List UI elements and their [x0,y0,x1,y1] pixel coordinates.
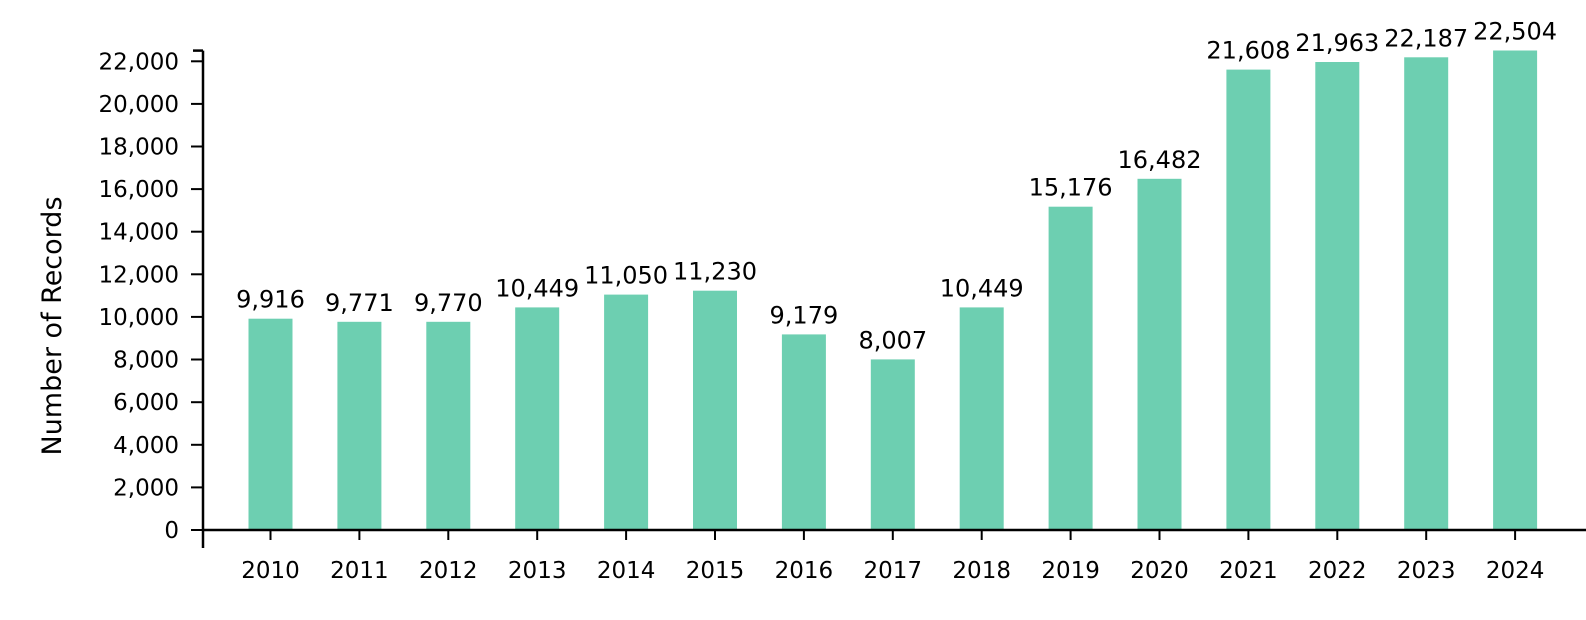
x-tick-label-2018: 2018 [952,558,1011,584]
x-tick-label-2017: 2017 [864,558,923,584]
x-axis: 2010 2011 2012 2013 2014 2015 2016 2017 2018 2019… [201,528,1586,584]
x-tick-label-2015: 2015 [686,558,745,584]
bar-2015 [693,290,737,530]
bar-2021 [1226,69,1271,530]
bar-2023 [1404,57,1449,531]
x-tick-label-2011: 2011 [330,558,389,584]
x-tick-label-2014: 2014 [597,558,656,584]
x-tick-label-2023: 2023 [1397,558,1456,584]
y-tick-label-20000: 20,000 [99,92,179,118]
y-tick-label-16000: 16,000 [99,177,179,203]
y-tick-label-0: 0 [164,518,179,544]
y-tick-label-18000: 18,000 [99,135,179,161]
bar-2010 [248,318,293,530]
bar-2017 [870,359,915,530]
data-label-2016: 9,179 [770,301,839,329]
bar-2020 [1137,178,1182,531]
x-tick-label-2024: 2024 [1486,558,1545,584]
y-tick-label-8000: 8,000 [113,348,179,374]
bar-2012 [426,321,471,530]
data-label-2011: 9,771 [325,289,394,317]
x-tick-label-2019: 2019 [1041,558,1100,584]
y-tick-label-22000: 22,000 [99,49,179,75]
data-label-2015: 11,230 [673,258,757,286]
bar-2024 [1493,50,1538,530]
x-tick-label-2021: 2021 [1219,558,1278,584]
y-axis: 0 2,000 4,000 6,000 8,000 10,000 12,000 14,000 1… [99,49,205,544]
data-label-2012: 9,770 [414,289,483,317]
bar-2016 [781,334,826,530]
data-label-2021: 21,608 [1206,37,1290,65]
bar-2011 [337,321,382,530]
bar-2014 [604,294,649,530]
y-tick-label-10000: 10,000 [99,305,179,331]
data-label-2013: 10,449 [495,274,579,302]
y-tick-label-14000: 14,000 [99,220,179,246]
data-label-2010: 9,916 [236,286,305,314]
y-tick-label-2000: 2,000 [113,475,179,501]
data-label-2014: 11,050 [584,262,668,290]
y-tick-label-4000: 4,000 [113,433,179,459]
bar-2013 [515,307,560,530]
data-label-2017: 8,007 [858,326,927,354]
data-label-2022: 21,963 [1295,29,1379,57]
y-tick-label-12000: 12,000 [99,262,179,288]
bar-2019 [1048,206,1093,530]
x-tick-label-2016: 2016 [775,558,834,584]
x-tick-label-2012: 2012 [419,558,478,584]
data-label-2023: 22,187 [1384,24,1468,52]
x-tick-label-2010: 2010 [241,558,300,584]
y-tick-label-6000: 6,000 [113,390,179,416]
bar-2018 [959,307,1004,530]
y-axis-title: Number of Records [37,196,68,455]
data-label-2024: 22,504 [1473,18,1557,46]
x-tick-label-2022: 2022 [1308,558,1367,584]
data-label-2020: 16,482 [1118,146,1202,174]
x-tick-label-2020: 2020 [1130,558,1189,584]
bar-2022 [1315,62,1360,530]
x-tick-label-2013: 2013 [508,558,567,584]
data-label-2019: 15,176 [1029,174,1113,202]
data-label-2018: 10,449 [940,274,1024,302]
